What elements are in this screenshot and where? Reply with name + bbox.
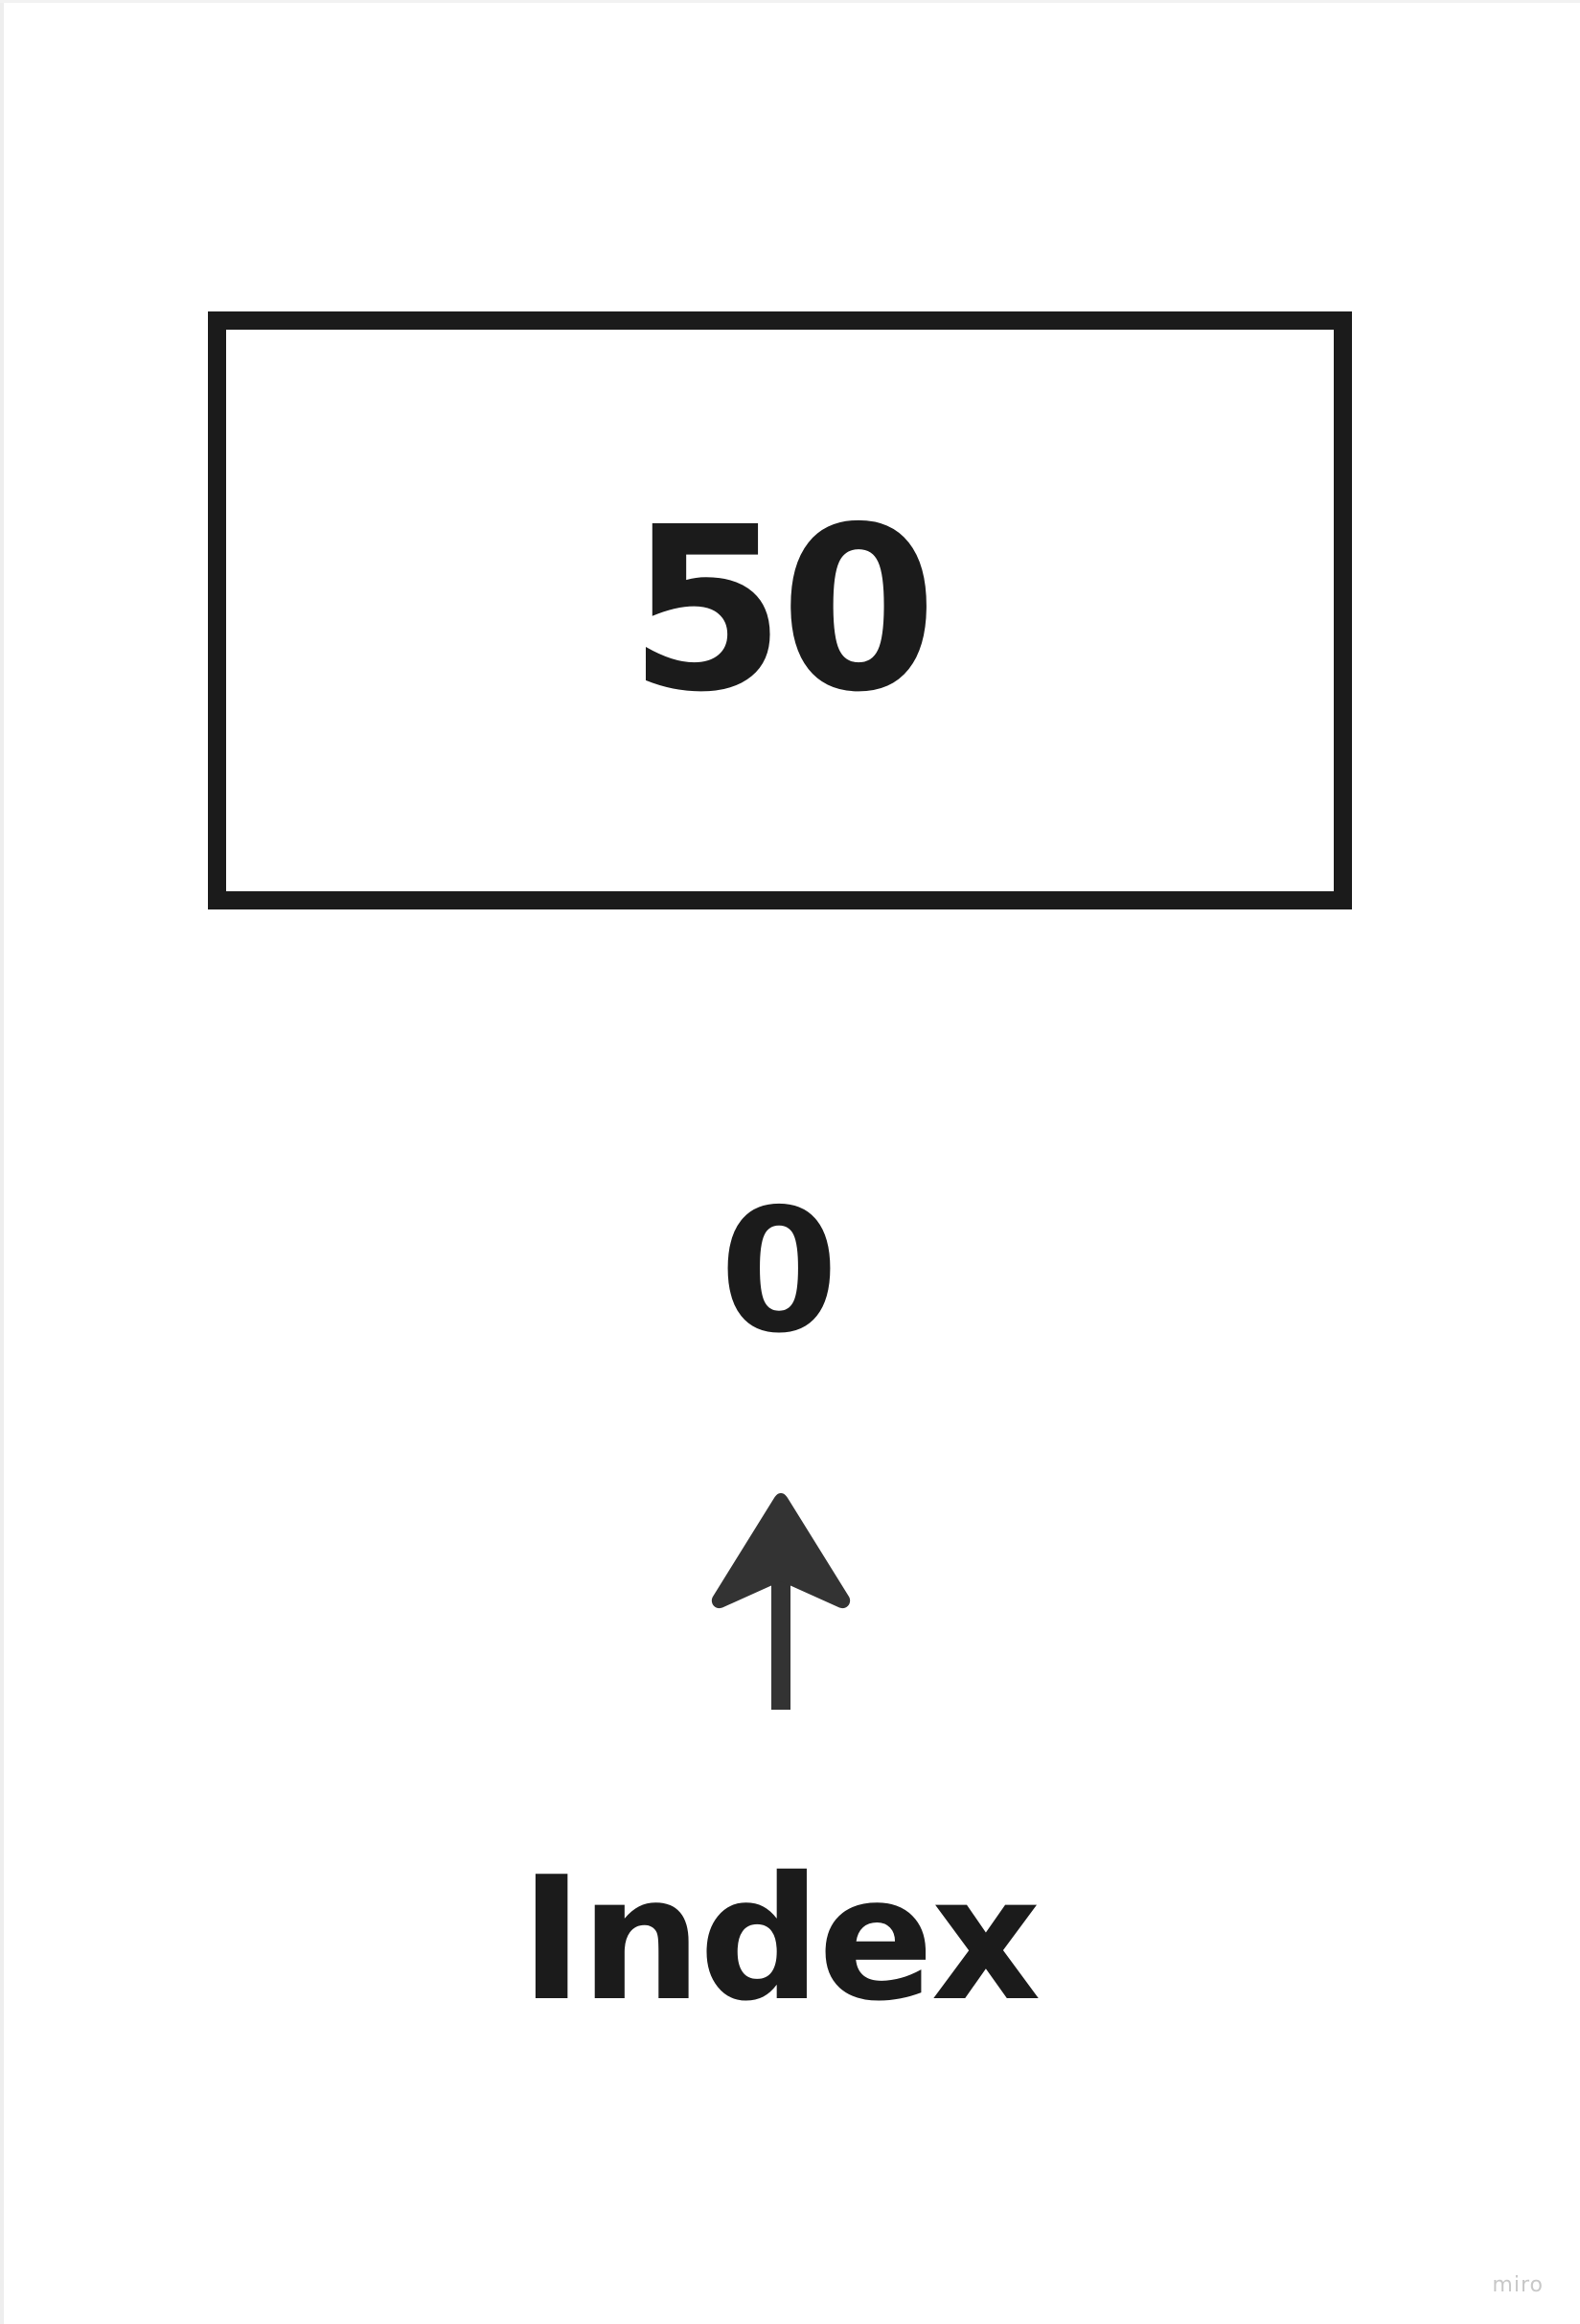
- canvas-edge-top: [0, 0, 1580, 3]
- index-label: Index: [519, 1840, 1042, 2038]
- cell-value: 50: [628, 478, 937, 742]
- miro-watermark: miro: [1492, 2273, 1544, 2297]
- arrow-up-icon: [711, 1493, 851, 1710]
- index-number: 0: [720, 1172, 838, 1370]
- array-cell: 50: [208, 311, 1352, 909]
- canvas-edge: [0, 0, 4, 2324]
